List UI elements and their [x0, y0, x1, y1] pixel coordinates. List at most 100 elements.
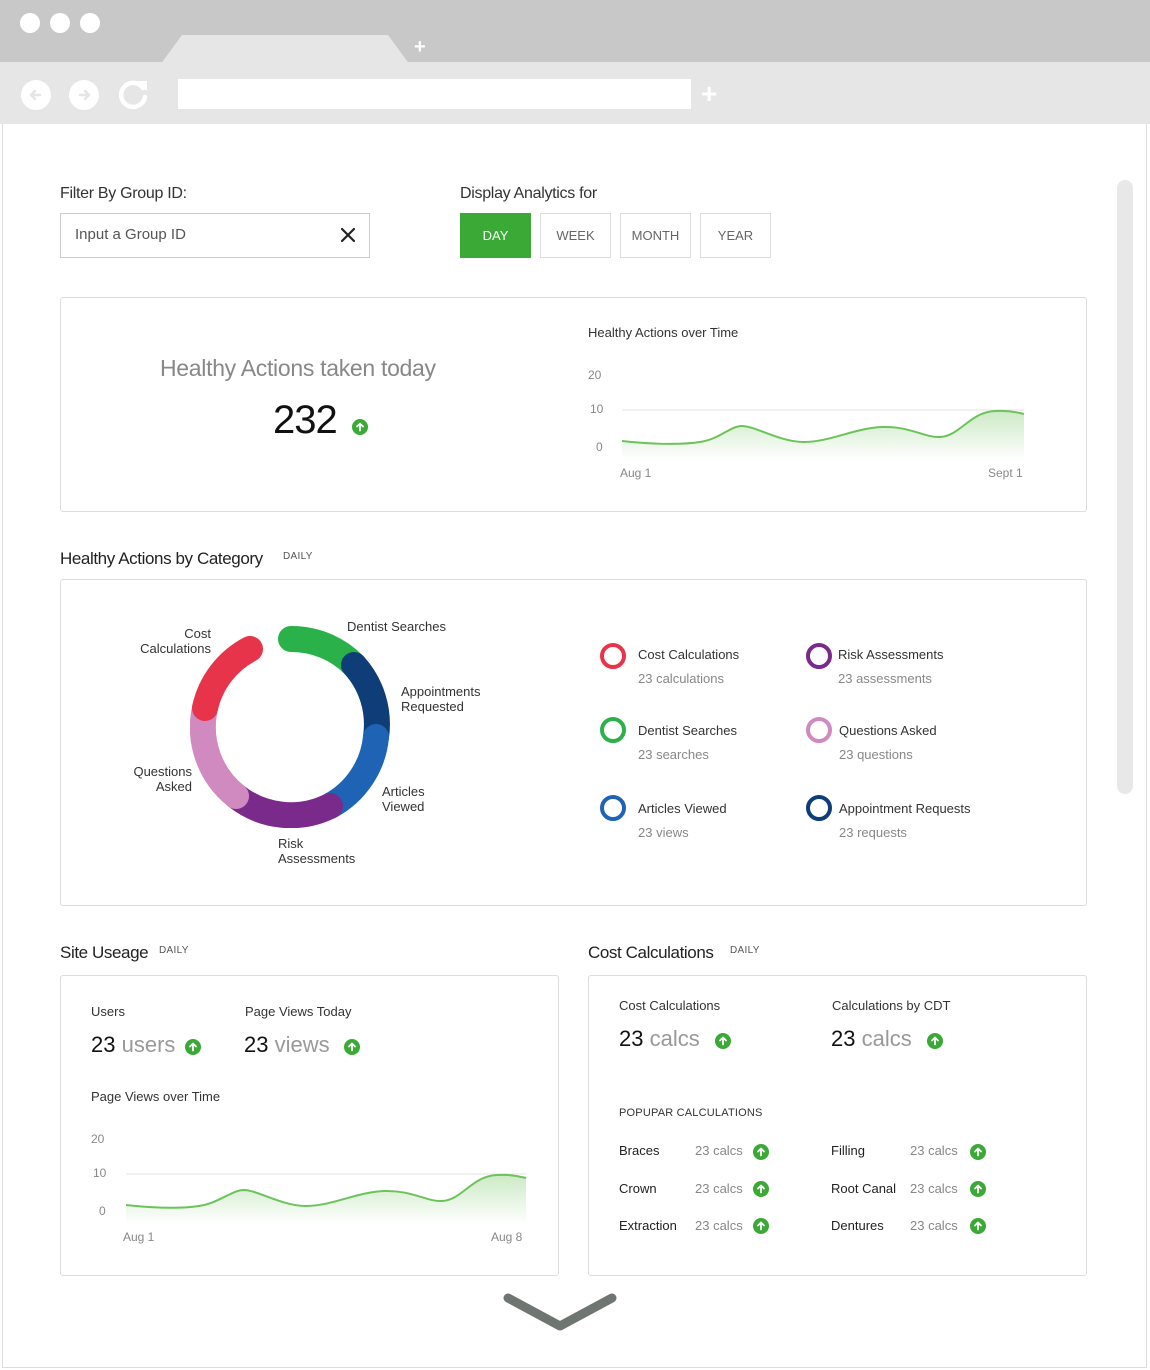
legend-sub-articles: 23 views — [638, 825, 689, 840]
cost-calc-title: Cost Calculations — [588, 943, 714, 962]
reload-icon[interactable] — [117, 78, 151, 112]
donut-label-dentist: Dentist Searches — [347, 619, 446, 634]
healthy-line-chart — [621, 409, 1025, 460]
up-arrow-icon — [970, 1181, 986, 1197]
donut-segment-cost — [192, 636, 263, 721]
category-daily-tag: DAILY — [283, 551, 313, 562]
cost-calc-metric-value: 23 calcs — [619, 1026, 700, 1051]
group-id-input-box[interactable] — [60, 213, 370, 258]
period-month-button[interactable]: MONTH — [620, 213, 691, 258]
healthy-actions-value: 232 — [273, 398, 338, 442]
y-tick-label: 20 — [91, 1132, 105, 1146]
popular-item-name: Braces — [619, 1143, 660, 1158]
group-id-input[interactable] — [75, 226, 325, 243]
up-arrow-icon — [344, 1039, 360, 1055]
x-start-label: Aug 1 — [123, 1230, 155, 1244]
donut-label-cost: Cost Calculations — [140, 626, 211, 656]
category-donut-chart — [190, 626, 390, 828]
add-plus-icon[interactable]: + — [701, 78, 718, 109]
up-arrow-icon — [753, 1218, 769, 1234]
popular-item-name: Filling — [831, 1143, 865, 1158]
legend-sub-cost: 23 calculations — [638, 671, 724, 686]
browser-tab[interactable] — [160, 35, 410, 65]
period-year-button[interactable]: YEAR — [700, 213, 771, 258]
popular-item-value: 23 calcs — [910, 1181, 958, 1196]
healthy-actions-title: Healthy Actions taken today — [160, 355, 436, 381]
trend-line — [125, 1173, 527, 1209]
period-day-button[interactable]: DAY — [460, 213, 531, 258]
back-arrow-icon[interactable] — [21, 80, 51, 110]
legend-ring-icon — [806, 795, 832, 821]
x-end-label: Sept 1 — [988, 466, 1023, 480]
popular-calculations-header: POPUPAR CALCULATIONS — [619, 1107, 763, 1119]
page-views-line-chart — [125, 1173, 527, 1224]
popular-item-name: Root Canal — [831, 1181, 897, 1196]
legend-sub-dentist: 23 searches — [638, 747, 709, 762]
y-tick-label: 0 — [99, 1204, 106, 1218]
donut-segment-questions — [190, 695, 249, 809]
area-fill — [126, 1174, 526, 1224]
legend-ring-icon — [600, 717, 626, 743]
healthy-chart-title: Healthy Actions over Time — [588, 325, 739, 340]
page-views-value: 23 views — [244, 1032, 330, 1057]
up-arrow-icon — [753, 1144, 769, 1160]
y-tick-label: 0 — [596, 440, 603, 454]
legend-ring-icon — [806, 643, 832, 669]
up-arrow-icon — [715, 1033, 731, 1049]
legend-ring-icon — [600, 643, 626, 669]
cdt-metric-label: Calculations by CDT — [832, 998, 951, 1013]
legend-name-cost: Cost Calculations — [638, 647, 740, 662]
site-usage-title: Site Useage — [60, 943, 149, 962]
x-start-label: Aug 1 — [620, 466, 652, 480]
legend-name-dentist: Dentist Searches — [638, 723, 737, 738]
site-usage-daily-tag: DAILY — [159, 945, 189, 956]
legend-name-articles: Articles Viewed — [638, 801, 727, 816]
legend-sub-risk: 23 assessments — [838, 671, 932, 686]
donut-label-questions: Questions Asked — [133, 764, 192, 794]
popular-item-name: Crown — [619, 1181, 657, 1196]
window-minimize-dot[interactable] — [50, 13, 70, 33]
period-week-button[interactable]: WEEK — [540, 213, 611, 258]
y-tick-label: 20 — [588, 368, 602, 382]
window-close-dot[interactable] — [20, 13, 40, 33]
popular-item-name: Dentures — [831, 1218, 884, 1233]
users-value: 23 users — [91, 1032, 176, 1057]
cost-calc-card — [588, 975, 1087, 1276]
legend-name-risk: Risk Assessments — [838, 647, 944, 662]
up-arrow-icon — [753, 1181, 769, 1197]
legend-sub-appointments: 23 requests — [839, 825, 907, 840]
cost-calc-metric-label: Cost Calculations — [619, 998, 721, 1013]
window-maximize-dot[interactable] — [80, 13, 100, 33]
healthy-actions-card — [60, 297, 1087, 512]
page-views-chart-title: Page Views over Time — [91, 1089, 221, 1104]
popular-item-value: 23 calcs — [695, 1218, 743, 1233]
users-label: Users — [91, 1004, 125, 1019]
up-arrow-icon — [927, 1033, 943, 1049]
popular-item-value: 23 calcs — [910, 1143, 958, 1158]
donut-segment-risk — [223, 783, 343, 828]
scrollbar[interactable] — [1117, 180, 1133, 794]
legend-name-questions: Questions Asked — [839, 723, 937, 738]
cost-calc-daily-tag: DAILY — [730, 945, 760, 956]
popular-item-value: 23 calcs — [695, 1143, 743, 1158]
y-tick-label: 10 — [590, 402, 604, 416]
legend-sub-questions: 23 questions — [839, 747, 913, 762]
forward-arrow-icon[interactable] — [69, 80, 99, 110]
popular-item-value: 23 calcs — [910, 1218, 958, 1233]
address-bar[interactable] — [178, 79, 691, 109]
trend-line — [621, 409, 1025, 445]
site-usage-card — [60, 975, 559, 1276]
category-card — [60, 579, 1087, 906]
y-tick-label: 10 — [93, 1166, 107, 1180]
up-arrow-icon — [970, 1218, 986, 1234]
legend-name-appointments: Appointment Requests — [839, 801, 971, 816]
chevron-down-icon[interactable] — [500, 1288, 620, 1338]
category-section-title: Healthy Actions by Category — [60, 549, 263, 568]
legend-ring-icon — [806, 717, 832, 743]
legend-ring-icon — [600, 795, 626, 821]
new-tab-plus-icon[interactable]: + — [414, 36, 426, 58]
page-views-label: Page Views Today — [245, 1004, 352, 1019]
clear-close-icon[interactable] — [339, 226, 357, 244]
up-arrow-icon — [970, 1144, 986, 1160]
area-fill — [622, 410, 1024, 460]
